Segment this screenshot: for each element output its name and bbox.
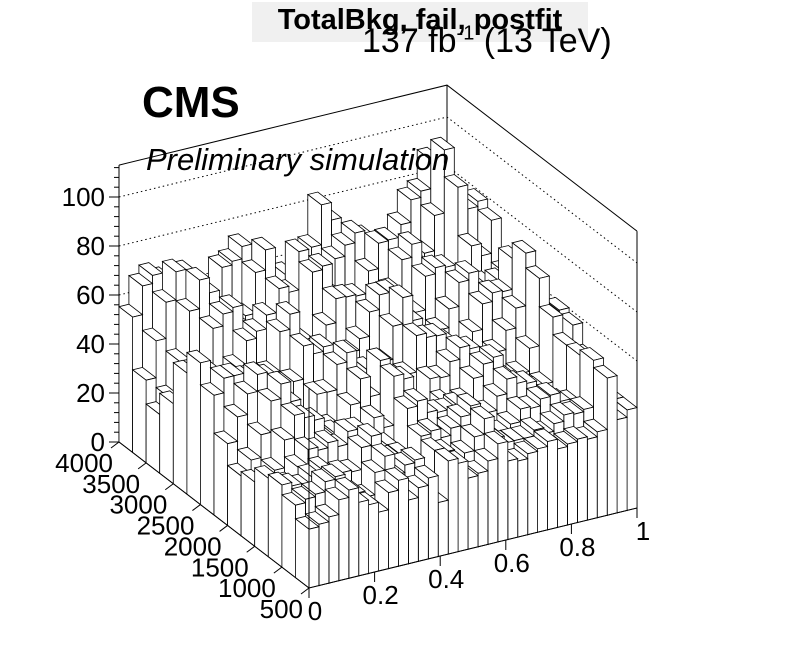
x-tick-label: 1: [636, 516, 650, 546]
lego-bar-front: [308, 526, 320, 589]
lego-bar-front: [497, 440, 509, 543]
y-tick: [137, 462, 147, 470]
lego-bar-side: [118, 305, 134, 454]
lego-bar-front: [338, 496, 350, 582]
y-tick-label: 2000: [164, 531, 222, 561]
z-tick-label: 80: [76, 231, 105, 261]
lego-bar-side: [294, 517, 310, 589]
lego-bar-side: [172, 361, 188, 495]
lego-bar-front: [517, 458, 529, 538]
lego-bar-front: [557, 446, 568, 528]
lego-bar-front: [507, 458, 519, 541]
title-box: [252, 2, 588, 42]
lego-bar-front: [467, 475, 479, 550]
lego-bar-front: [547, 438, 558, 531]
lumi-value: 137 fb: [362, 22, 457, 60]
lego-bar-front: [437, 499, 449, 558]
lego-bars: [118, 136, 638, 589]
experiment-label: CMS: [142, 78, 240, 127]
lego-bar-front: [626, 407, 638, 511]
lego-bar-front: [348, 487, 360, 579]
lego-bar-front: [577, 436, 588, 524]
lego-bar-front: [537, 445, 548, 533]
x-tick-label: 0.8: [559, 532, 595, 562]
lego-bar-front: [398, 477, 409, 567]
y-tick: [110, 441, 120, 449]
x-tick-label: 0.6: [494, 548, 530, 578]
lego-bar-front: [606, 375, 618, 516]
back-top-edge: [118, 84, 638, 232]
lego-bar-side: [145, 403, 161, 475]
lego-bar-side: [159, 392, 174, 485]
y-tick: [192, 504, 201, 511]
lego-bar-front: [477, 470, 489, 548]
y-tick-label: 3500: [82, 469, 140, 499]
lego-bar-front: [328, 514, 340, 584]
lego-bar-front: [417, 484, 429, 562]
lego-bar-front: [378, 509, 389, 572]
plot-axes: 02040608010000.20.40.60.8150010001500200…: [55, 167, 650, 626]
y-tick: [273, 566, 283, 574]
z-gridline: [118, 116, 638, 264]
z-tick-label: 60: [76, 280, 105, 310]
lego-bar-side: [186, 351, 201, 506]
lego-bar-front: [368, 501, 380, 575]
y-tick: [246, 545, 256, 553]
lego-bar: [294, 515, 320, 589]
lego-bar-front: [318, 521, 330, 587]
lego-bar-front: [616, 416, 628, 514]
lego-bar-side: [227, 464, 242, 537]
lego-bar-front: [487, 458, 499, 545]
lumi-unit-exponent: -1: [456, 22, 475, 45]
y-tick-label: 3000: [109, 490, 167, 520]
y-tick-label: 500: [260, 594, 303, 624]
y-tick: [300, 587, 310, 595]
lego-bar-side: [199, 384, 215, 516]
lego-bar-front: [596, 428, 608, 519]
lego-bar-front: [567, 441, 578, 526]
lumi-label: 137 fb-1 (13 TeV): [362, 22, 612, 61]
y-tick-label: 1500: [191, 552, 249, 582]
z-tick-label: 100: [62, 182, 105, 212]
y-tick-label: 1000: [218, 573, 276, 603]
energy-label: (13 TeV): [474, 22, 612, 60]
lego-bar-front: [586, 436, 598, 521]
plot-title: TotalBkg, fail, postfit: [277, 4, 563, 36]
lego-bar-side: [267, 473, 283, 568]
x-tick-label: 0.2: [363, 580, 399, 610]
x-tick-label: 0: [308, 596, 322, 626]
lego-bar-front: [457, 460, 469, 553]
lego-bar-front: [388, 489, 399, 570]
lego-bar-front: [427, 475, 439, 560]
z-tick-label: 0: [91, 427, 105, 457]
lego-bar-front: [358, 499, 370, 577]
y-tick-label: 4000: [55, 448, 113, 478]
y-tick: [164, 483, 174, 491]
z-tick-label: 20: [76, 378, 105, 408]
lego-bar-side: [132, 368, 147, 464]
y-tick: [219, 525, 228, 532]
lego-bar-side: [281, 493, 296, 579]
z-tick-label: 40: [76, 329, 105, 359]
lego-bar-front: [447, 457, 459, 555]
lego-bar-front: [527, 450, 538, 536]
lego-bar-side: [213, 432, 229, 527]
lego-bar-side: [254, 467, 269, 558]
lego-bar-side: [240, 470, 256, 548]
lego-bar-front: [407, 497, 419, 565]
y-tick-label: 2500: [137, 511, 195, 541]
x-tick-label: 0.4: [428, 564, 464, 594]
status-label: Preliminary simulation: [146, 142, 450, 177]
